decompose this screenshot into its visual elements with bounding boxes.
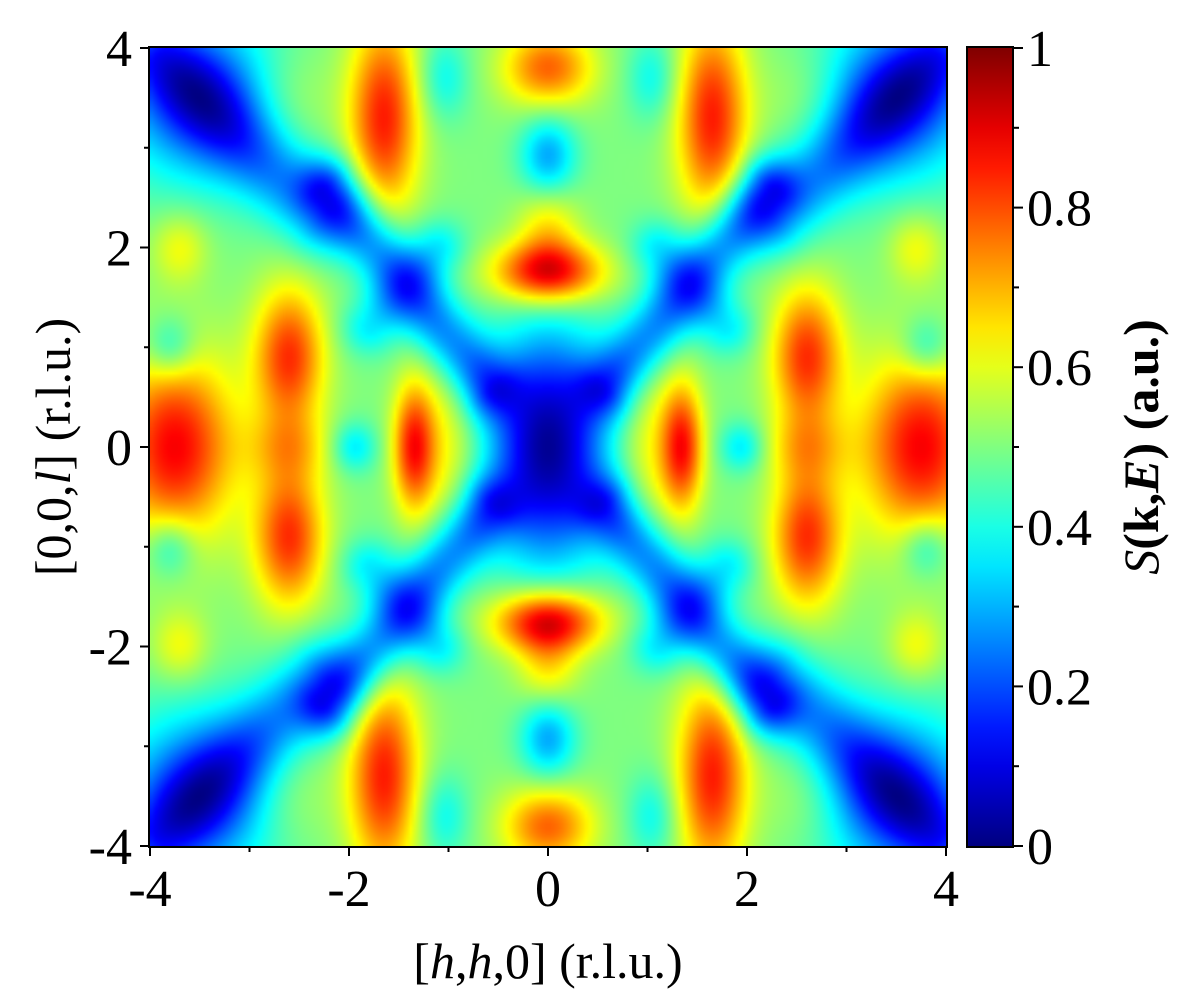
y-axis-label: [0,0,l] (r.l.u.) — [25, 318, 81, 576]
x-tick-label: -2 — [327, 861, 370, 918]
heatmap-image — [150, 48, 946, 846]
colorbar-tick-label: 0.6 — [1027, 340, 1092, 397]
y-tick-label: -2 — [89, 620, 132, 677]
heatmap — [150, 48, 946, 846]
y-tick-label: 0 — [106, 420, 132, 477]
colorbar-tick-label: 1 — [1027, 21, 1053, 78]
colorbar — [967, 48, 1013, 846]
colorbar-tick-label: 0.4 — [1027, 500, 1092, 557]
x-axis-ticks: -4 -2 0 2 4 — [128, 847, 959, 918]
y-tick-label: 2 — [106, 221, 132, 278]
y-tick-label: 4 — [106, 21, 132, 78]
colorbar-label: S(k,E) (a.u.) — [1113, 319, 1169, 575]
x-tick-label: 2 — [734, 861, 760, 918]
colorbar-tick-label: 0.8 — [1027, 181, 1092, 238]
y-tick-label: -4 — [89, 819, 132, 876]
x-axis-label: [h,h,0] (r.l.u.) — [413, 933, 682, 989]
colorbar-tick-label: 0.2 — [1027, 659, 1092, 716]
colorbar-ticks: 0 0.2 0.4 0.6 0.8 1 — [1014, 21, 1092, 876]
x-tick-label: 0 — [535, 861, 561, 918]
colorbar-frame — [966, 46, 1014, 848]
colorbar-tick-label: 0 — [1027, 819, 1053, 876]
x-tick-label: -4 — [128, 861, 171, 918]
x-tick-label: 4 — [933, 861, 959, 918]
y-axis-ticks: -4 -2 0 2 4 — [89, 21, 149, 876]
